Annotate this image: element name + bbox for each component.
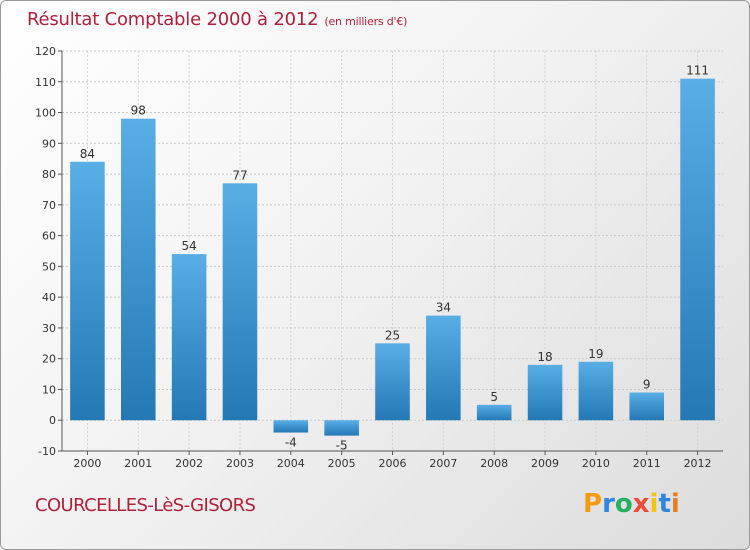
- logo-letter: x: [632, 489, 650, 519]
- x-tick-label: 2008: [480, 457, 508, 470]
- y-tick-label: 90: [42, 137, 56, 150]
- bar: [527, 364, 563, 421]
- chart-subtitle: (en milliers d'€): [324, 15, 408, 28]
- y-tick-label: 10: [42, 383, 56, 396]
- chart-title: Résultat Comptable 2000 à 2012 (en millie…: [27, 9, 407, 30]
- value-label: 9: [643, 378, 651, 392]
- y-tick-label: 40: [42, 291, 56, 304]
- bar: [680, 78, 715, 421]
- value-label: -5: [336, 439, 348, 453]
- bar: [476, 404, 512, 421]
- y-tick-label: 80: [42, 168, 56, 181]
- bar: [273, 420, 309, 433]
- axes: [58, 50, 723, 455]
- y-tick-label: 70: [42, 199, 56, 212]
- value-label: 98: [131, 104, 146, 118]
- x-tick-label: 2007: [429, 457, 457, 470]
- value-label: 5: [490, 390, 498, 404]
- x-tick-label: 2010: [582, 457, 610, 470]
- bar: [324, 420, 359, 436]
- bar: [70, 161, 105, 421]
- y-tick-label: 30: [42, 322, 56, 335]
- labels: -10 0 10 20 30 40 50 60 70 80 90 100 110 120 2000 84 200…: [35, 45, 712, 470]
- y-tick-label: -10: [38, 445, 56, 458]
- bar: [222, 183, 258, 421]
- y-tick-label: 50: [42, 260, 56, 273]
- bar: [375, 343, 410, 421]
- value-label: 84: [80, 147, 95, 161]
- value-label: 25: [385, 328, 400, 342]
- y-tick-label: 60: [42, 230, 56, 243]
- x-tick-label: 2011: [633, 457, 661, 470]
- value-label: -4: [285, 436, 297, 450]
- value-label: 34: [436, 301, 451, 315]
- bar: [629, 392, 665, 421]
- value-label: 111: [686, 64, 709, 78]
- x-tick-label: 2012: [684, 457, 712, 470]
- x-tick-label: 2005: [328, 457, 356, 470]
- logo-letter: t: [658, 489, 671, 519]
- logo-letter: r: [602, 489, 615, 519]
- bar: [120, 118, 156, 421]
- x-tick-label: 2004: [277, 457, 305, 470]
- x-tick-label: 2009: [531, 457, 559, 470]
- value-label: 54: [181, 239, 196, 253]
- logo-letter: o: [614, 489, 633, 519]
- value-label: 19: [588, 347, 603, 361]
- bar: [171, 254, 207, 421]
- logo-letter: P: [583, 489, 603, 519]
- bar: [426, 315, 461, 421]
- commune-name: COURCELLES-LèS-GISORS: [35, 495, 256, 516]
- x-tick-label: 2000: [73, 457, 101, 470]
- value-label: 77: [232, 168, 247, 182]
- value-label: 18: [537, 350, 552, 364]
- logo-letter: i: [649, 489, 659, 519]
- y-tick-label: 100: [35, 107, 56, 120]
- x-tick-label: 2001: [124, 457, 152, 470]
- bar: [578, 361, 614, 421]
- y-tick-label: 120: [35, 45, 56, 58]
- chart-title-text: Résultat Comptable 2000 à 2012: [27, 9, 319, 30]
- y-tick-label: 20: [42, 353, 56, 366]
- bars: [70, 78, 715, 436]
- x-tick-label: 2003: [226, 457, 254, 470]
- proxiti-logo: Proxiti: [583, 489, 680, 519]
- y-tick-label: 0: [49, 414, 56, 427]
- x-tick-label: 2006: [379, 457, 407, 470]
- y-tick-label: 110: [35, 76, 56, 89]
- x-tick-label: 2002: [175, 457, 203, 470]
- logo-letter: i: [670, 489, 680, 519]
